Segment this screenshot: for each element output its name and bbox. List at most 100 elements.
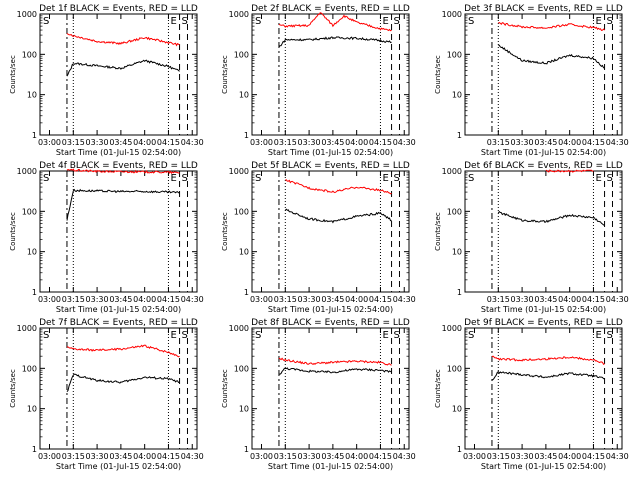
y-tick-label: 100 (234, 364, 249, 373)
chart-panel-3: Det 3f BLACK = Events, RED = LLD Counts/s… (434, 4, 629, 157)
y-axis-label: Counts/sec (9, 369, 17, 408)
x-tick-label: 04:30 (181, 452, 204, 461)
y-axis-label: Counts/sec (434, 55, 442, 94)
y-tick-label: 1 (32, 445, 37, 454)
marker-label: S (43, 16, 49, 27)
x-tick-label: 03:00 (38, 452, 61, 461)
x-tick-label: 03:30 (86, 452, 109, 461)
plot-frame (464, 13, 623, 136)
series-line-events (278, 36, 392, 48)
x-tick-label: 04:00 (345, 138, 368, 147)
series-line-lld (498, 22, 605, 31)
x-tick-label: 03:30 (298, 295, 321, 304)
y-tick-label: 1000 (229, 324, 249, 333)
y-axis-label: Counts/sec (434, 369, 442, 408)
x-tick-label: 04:00 (133, 138, 156, 147)
marker-label: S (255, 330, 261, 341)
chart-panel-4: Det 4f BLACK = Events, RED = LLD Counts/s… (9, 161, 204, 314)
y-tick-label: 1 (457, 131, 462, 140)
y-tick-label: 1 (32, 288, 37, 297)
x-tick-label: 04:15 (369, 138, 392, 147)
x-axis-label: Start Time (01-Jul-15 02:54:00) (56, 305, 181, 314)
marker-label: S (394, 330, 400, 341)
y-tick-label: 10 (239, 405, 249, 414)
marker-label: E (595, 173, 601, 184)
y-tick-label: 10 (27, 248, 37, 257)
x-tick-label: 03:30 (298, 452, 321, 461)
series-line-events (66, 59, 180, 77)
x-tick-label: 04:00 (558, 295, 581, 304)
chart-panel-6: Det 6f BLACK = Events, RED = LLD Counts/s… (434, 161, 629, 314)
series-line-lld (278, 12, 392, 32)
marker-label: E (382, 330, 388, 341)
x-tick-label: 03:45 (534, 452, 557, 461)
y-tick-label: 100 (22, 207, 37, 216)
y-axis-label: Counts/sec (221, 55, 229, 94)
x-tick-label: 03:15 (487, 452, 510, 461)
series-line-events (498, 44, 605, 69)
x-tick-label: 04:00 (558, 452, 581, 461)
y-tick-label: 1000 (442, 324, 462, 333)
chart-panel-9: Det 9f BLACK = Events, RED = LLD Counts/s… (434, 318, 629, 471)
y-tick-label: 10 (452, 405, 462, 414)
series-line-lld (66, 168, 180, 175)
y-tick-label: 10 (239, 91, 249, 100)
x-tick-label: 03:15 (62, 295, 85, 304)
plot-frame (251, 327, 410, 450)
x-tick-label: 04:30 (606, 452, 629, 461)
marker-label: S (468, 330, 474, 341)
x-tick-label: 03:45 (321, 452, 344, 461)
y-tick-label: 100 (22, 364, 37, 373)
y-tick-label: 10 (27, 405, 37, 414)
x-tick-label: 03:00 (38, 138, 61, 147)
y-tick-label: 1000 (442, 10, 462, 19)
chart-panel-8: Det 8f BLACK = Events, RED = LLD Counts/s… (221, 318, 416, 471)
chart-title: Det 2f BLACK = Events, RED = LLD (251, 4, 410, 14)
marker-label: E (170, 173, 176, 184)
marker-label: E (382, 16, 388, 27)
marker-label: E (382, 173, 388, 184)
x-tick-label: 04:30 (606, 138, 629, 147)
plot-frame (39, 13, 198, 136)
x-tick-label: 03:00 (250, 138, 273, 147)
x-tick-label: 03:30 (511, 295, 534, 304)
y-tick-label: 1000 (17, 10, 37, 19)
marker-label: S (255, 16, 261, 27)
x-tick-label: 03:15 (274, 295, 297, 304)
marker-label: S (607, 173, 613, 184)
x-axis-label: Start Time (01-Jul-15 02:54:00) (481, 148, 606, 157)
chart-panel-1: Det 1f BLACK = Events, RED = LLD Counts/s… (9, 4, 204, 157)
y-tick-label: 100 (234, 207, 249, 216)
chart-title: Det 6f BLACK = Events, RED = LLD (464, 161, 623, 171)
marker-label: S (394, 173, 400, 184)
x-tick-label: 04:15 (157, 138, 180, 147)
plot-frame (39, 327, 198, 450)
marker-label: E (170, 330, 176, 341)
y-tick-label: 1 (244, 445, 249, 454)
plot-frame (251, 13, 410, 136)
series-line-lld (285, 179, 392, 195)
y-tick-label: 10 (239, 248, 249, 257)
y-tick-label: 1 (457, 445, 462, 454)
series-line-lld (278, 357, 392, 366)
series-line-events (278, 367, 392, 375)
y-axis-label: Counts/sec (9, 212, 17, 251)
marker-label: E (170, 16, 176, 27)
y-tick-label: 1000 (17, 324, 37, 333)
x-tick-label: 03:15 (62, 452, 85, 461)
x-tick-label: 03:15 (274, 138, 297, 147)
x-tick-label: 04:00 (345, 452, 368, 461)
y-tick-label: 100 (447, 364, 462, 373)
plot-frame (39, 170, 198, 293)
series-line-events (66, 188, 180, 221)
marker-label: S (468, 173, 474, 184)
y-tick-label: 1000 (229, 167, 249, 176)
x-tick-label: 04:15 (369, 452, 392, 461)
chart-panel-7: Det 7f BLACK = Events, RED = LLD Counts/s… (9, 318, 204, 471)
x-tick-label: 03:00 (463, 452, 486, 461)
x-tick-label: 03:00 (250, 452, 273, 461)
chart-title: Det 4f BLACK = Events, RED = LLD (39, 161, 198, 171)
marker-label: S (182, 16, 188, 27)
plot-frame (464, 327, 623, 450)
marker-label: S (43, 330, 49, 341)
